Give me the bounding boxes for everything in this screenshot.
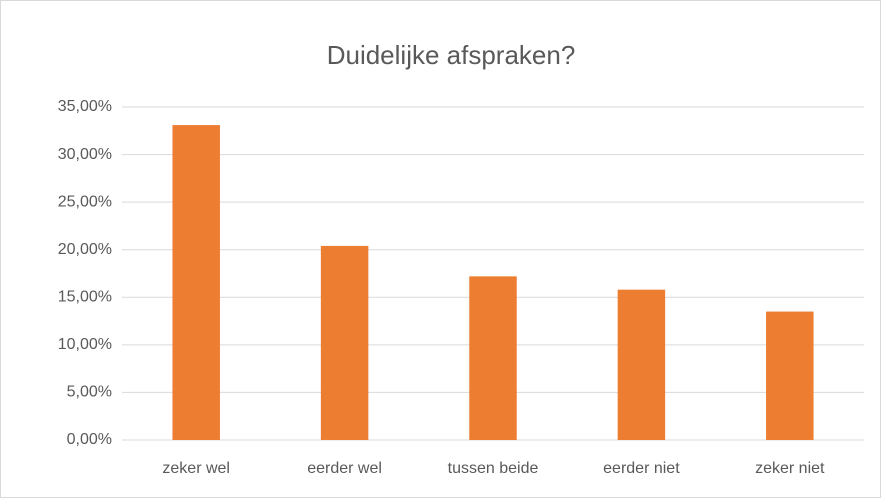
bar xyxy=(617,289,666,440)
y-tick-label: 5,00% xyxy=(67,384,112,401)
x-tick-label: zeker niet xyxy=(755,460,825,477)
x-tick-label: eerder niet xyxy=(603,460,680,477)
y-tick-label: 35,00% xyxy=(58,98,112,115)
bar xyxy=(320,245,369,440)
bar xyxy=(172,125,220,440)
bar xyxy=(766,311,814,440)
y-tick-label: 30,00% xyxy=(58,146,112,163)
y-tick-label: 10,00% xyxy=(58,336,112,353)
bar xyxy=(469,276,517,440)
y-tick-label: 25,00% xyxy=(58,193,112,210)
y-tick-label: 0,00% xyxy=(67,431,112,448)
x-tick-label: eerder wel xyxy=(307,460,382,477)
y-tick-label: 20,00% xyxy=(58,241,112,258)
chart-title: Duidelijke afspraken? xyxy=(327,40,576,70)
x-tick-label: zeker wel xyxy=(162,460,230,477)
x-tick-label: tussen beide xyxy=(448,460,539,477)
y-tick-label: 15,00% xyxy=(58,289,112,306)
